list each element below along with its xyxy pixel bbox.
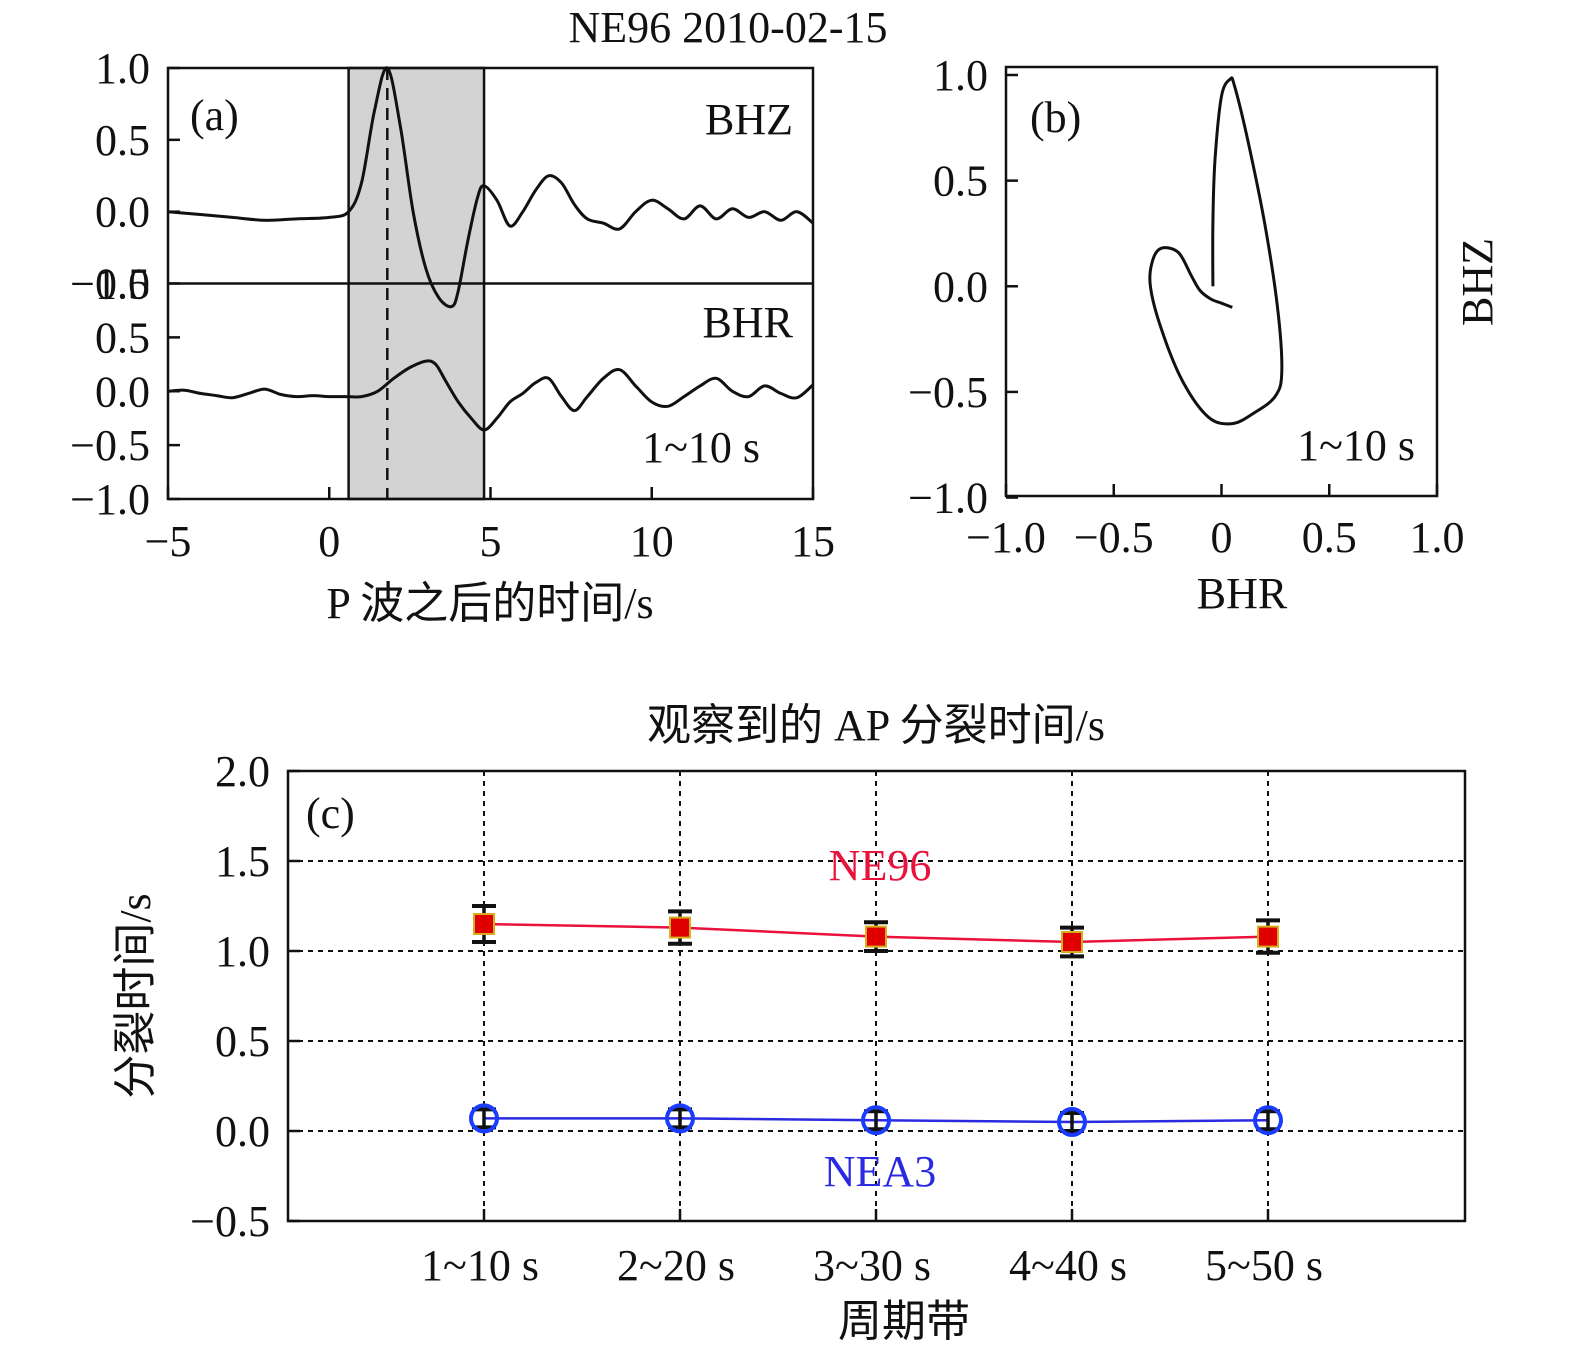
x-tick-label: 15 xyxy=(791,517,835,566)
panel-b-period-band: 1~10 s xyxy=(1297,421,1415,470)
panel-c-x-ticks: 1~10 s 2~20 s 3~30 s 4~40 s 5~50 s xyxy=(421,1209,1323,1290)
panel-c-tag: (c) xyxy=(306,789,355,838)
panel-b-particle-motion: 1.0 0.5 0.0 −0.5 −1.0 −1.0 −0.5 0 0.5 1.0 (b) 1~… xyxy=(908,51,1502,618)
y-tick-label: −0.5 xyxy=(908,368,988,417)
nea3-point xyxy=(1253,1105,1283,1136)
bhz-series-label: BHZ xyxy=(705,95,793,144)
x-tick-label: −1.0 xyxy=(966,513,1046,562)
panel-b-xlabel: BHR xyxy=(1197,569,1288,618)
y-tick-label: −0.5 xyxy=(70,260,150,309)
x-tick-label: 1.0 xyxy=(1410,513,1465,562)
y-tick-label: 0.0 xyxy=(95,188,150,237)
ne96-point xyxy=(473,913,495,935)
x-tick-label: 10 xyxy=(630,517,674,566)
x-tick-label: 5~50 s xyxy=(1205,1241,1323,1290)
panel-b-ylabel: BHZ xyxy=(1453,238,1502,326)
panel-a-tag: (a) xyxy=(190,91,239,140)
panel-a-x-ticks: −5 0 5 10 15 xyxy=(145,487,835,566)
panel-b-x-ticks: −1.0 −0.5 0 0.5 1.0 xyxy=(966,484,1465,562)
y-tick-label: 0.0 xyxy=(215,1107,270,1156)
panel-c-ylabel: 分裂时间/s xyxy=(111,893,160,1098)
figure-title: NE96 2010-02-15 xyxy=(569,3,888,52)
x-tick-label: −5 xyxy=(145,517,192,566)
y-tick-label: 1.0 xyxy=(95,260,150,309)
nea3-series-label: NEA3 xyxy=(824,1147,936,1196)
nea3-point xyxy=(469,1103,499,1134)
x-tick-label: 1~10 s xyxy=(421,1241,539,1290)
y-tick-label: 1.0 xyxy=(933,51,988,100)
panel-a-y-ticks: 1.00.50.0−0.51.00.50.0−0.5−1.0 xyxy=(70,44,180,524)
y-tick-label: 0.5 xyxy=(95,313,150,362)
panel-b-tag: (b) xyxy=(1030,93,1081,142)
bhz-trace xyxy=(167,66,814,309)
y-tick-label: −1.0 xyxy=(70,475,150,524)
bhr-trace xyxy=(167,359,814,432)
ne96-point xyxy=(1257,925,1279,948)
nea3-point xyxy=(1057,1107,1087,1137)
panel-c-xlabel: 周期带 xyxy=(838,1297,970,1346)
panel-a-xlabel: P 波之后的时间/s xyxy=(326,579,653,628)
nea3-point xyxy=(665,1103,695,1134)
ne96-point xyxy=(1061,931,1083,953)
ne96-series-label: NE96 xyxy=(829,841,932,890)
x-tick-label: 3~30 s xyxy=(813,1241,931,1290)
ne96-point xyxy=(669,916,691,939)
panel-a-waveforms: 1.00.50.0−0.51.00.50.0−0.5−1.0 −5 0 5 10 15 … xyxy=(70,44,835,628)
y-tick-label: 1.5 xyxy=(215,837,270,886)
y-tick-label: 0.5 xyxy=(95,116,150,165)
bhr-series-label: BHR xyxy=(703,298,794,347)
x-tick-label: 5 xyxy=(480,517,502,566)
y-tick-label: 1.0 xyxy=(215,927,270,976)
x-tick-label: 2~20 s xyxy=(617,1241,735,1290)
x-tick-label: 0 xyxy=(1211,513,1233,562)
y-tick-label: −0.5 xyxy=(70,421,150,470)
y-tick-label: 0.0 xyxy=(933,262,988,311)
panel-c-splitting-time: 2.0 1.5 1.0 0.5 0.0 −0.5 1~10 s 2~20 s 3~30 s 4~… xyxy=(111,701,1467,1346)
y-tick-label: −1.0 xyxy=(908,474,988,523)
x-tick-label: 0.5 xyxy=(1302,513,1357,562)
x-tick-label: 4~40 s xyxy=(1009,1241,1127,1290)
x-tick-label: 0 xyxy=(318,517,340,566)
nea3-point xyxy=(861,1105,891,1136)
panel-b-y-ticks: 1.0 0.5 0.0 −0.5 −1.0 xyxy=(908,51,1018,523)
y-tick-label: 1.0 xyxy=(95,44,150,93)
y-tick-label: 2.0 xyxy=(215,747,270,796)
y-tick-label: 0.5 xyxy=(933,157,988,206)
y-tick-label: 0.0 xyxy=(95,367,150,416)
y-tick-label: 0.5 xyxy=(215,1017,270,1066)
panel-c-title: 观察到的 AP 分裂时间/s xyxy=(647,701,1105,750)
panel-a-period-band: 1~10 s xyxy=(642,423,760,472)
particle-motion-trace xyxy=(1148,76,1284,426)
panel-c-series xyxy=(469,904,1283,1137)
panel-c-y-ticks: 2.0 1.5 1.0 0.5 0.0 −0.5 xyxy=(190,747,300,1246)
x-tick-label: −0.5 xyxy=(1074,513,1154,562)
y-tick-label: −0.5 xyxy=(190,1197,270,1246)
ne96-point xyxy=(865,925,887,948)
